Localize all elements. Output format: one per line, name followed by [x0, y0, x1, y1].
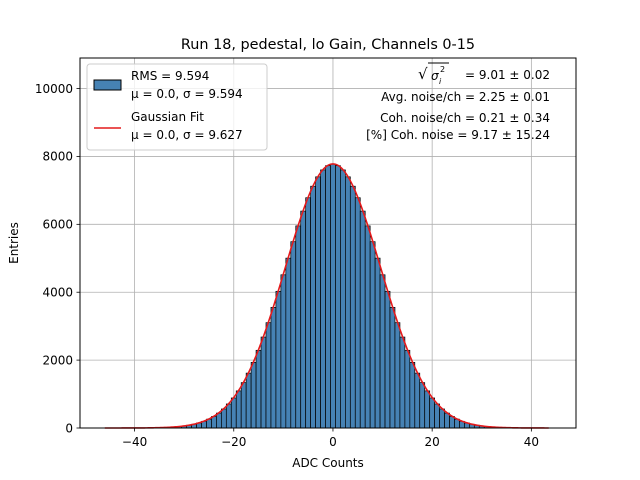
histogram-bar [290, 241, 297, 429]
y-axis-ticks: 0 2000 4000 6000 8000 10000 [35, 82, 80, 435]
y-tick-label: 2000 [42, 353, 73, 367]
y-tick-label: 4000 [42, 286, 73, 300]
histogram-bar [245, 372, 252, 429]
histogram-bar [434, 403, 440, 429]
chart-title: Run 18, pedestal, lo Gain, Channels 0-15 [181, 37, 475, 53]
legend-histogram-label: RMS = 9.594 [131, 69, 209, 83]
histogram-bar [325, 165, 331, 429]
y-tick-label: 10000 [35, 82, 73, 96]
legend: RMS = 9.594 μ = 0.0, σ = 9.594 Gaussian … [86, 63, 268, 151]
sigma-i-squared: σ [431, 69, 439, 83]
x-tick-label: 40 [524, 435, 539, 449]
histogram-bar [310, 185, 316, 429]
y-tick-label: 6000 [42, 218, 73, 232]
histogram-bar [295, 225, 302, 429]
avg-noise-annotation: Avg. noise/ch = 2.25 ± 0.01 [381, 90, 550, 104]
sqrt-radical: √ [418, 65, 428, 83]
histogram-bar [409, 361, 416, 429]
histogram-bar [275, 290, 282, 429]
histogram-bar [305, 197, 311, 429]
histogram-bar [335, 165, 341, 429]
x-tick-label: 20 [425, 435, 440, 449]
histogram-bars [106, 163, 550, 429]
histogram-bar [414, 372, 421, 429]
sigma-superscript-2: 2 [440, 65, 445, 74]
histogram-bar [221, 408, 227, 429]
noise-annotations: √ σ i 2 = 9.01 ± 0.02 Avg. noise/ch = 2.… [366, 62, 550, 142]
histogram-bar [250, 361, 257, 429]
y-tick-label: 8000 [42, 150, 73, 164]
legend-frame [86, 63, 268, 151]
legend-histogram-swatch [93, 79, 122, 91]
histogram-bar [424, 390, 431, 429]
histogram-bar [439, 408, 445, 429]
sigma-subscript-i: i [439, 77, 442, 86]
histogram-bar [285, 257, 292, 429]
histogram-bar [280, 274, 287, 429]
gaussian-fit-curve [104, 163, 549, 429]
histogram-bar [349, 185, 356, 429]
histogram-bar [354, 197, 361, 429]
x-axis-label: ADC Counts [292, 456, 364, 470]
y-tick-label: 0 [65, 421, 73, 435]
histogram-bar [444, 412, 450, 429]
histogram-bar [399, 336, 406, 429]
histogram-bar [265, 322, 272, 429]
histogram-bar [235, 390, 242, 429]
histogram-bar [364, 225, 371, 429]
coh-noise-annotation: Coh. noise/ch = 0.21 ± 0.34 [380, 111, 550, 125]
legend-fit-label: Gaussian Fit [131, 110, 204, 124]
histogram-bar [315, 176, 321, 429]
histogram-bar [225, 403, 232, 429]
histogram-bar [429, 397, 435, 429]
histogram-bar [419, 382, 426, 429]
histogram-bar [345, 176, 351, 429]
histogram-bar [384, 290, 391, 429]
x-tick-label: −20 [221, 435, 246, 449]
histogram-bar [374, 257, 381, 429]
total-noise-formula: √ σ i 2 [418, 62, 449, 86]
histogram-bar [300, 210, 307, 429]
histogram-bar [449, 416, 455, 429]
histogram-bar [330, 163, 336, 429]
total-noise-value: = 9.01 ± 0.02 [465, 68, 550, 82]
histogram-bar [211, 416, 217, 429]
histogram-bar [230, 397, 237, 429]
x-tick-label: 0 [329, 435, 337, 449]
y-axis-label: Entries [7, 222, 21, 264]
histogram-bar [255, 349, 262, 429]
x-tick-label: −40 [122, 435, 147, 449]
plot-frame [79, 57, 577, 429]
histogram-bar [270, 307, 277, 429]
histogram-bar [320, 169, 326, 429]
histogram-bar [240, 382, 247, 429]
histogram-bar [216, 412, 222, 429]
histogram-bar [359, 210, 366, 429]
histogram-bar [379, 274, 386, 429]
legend-histogram-stats: μ = 0.0, σ = 9.594 [131, 87, 243, 101]
histogram-bar [394, 322, 401, 429]
histogram-bar [260, 336, 267, 429]
histogram-bar [389, 307, 396, 429]
histogram-bar [340, 169, 346, 429]
pct-coh-noise-annotation: [%] Coh. noise = 9.17 ± 15.24 [366, 128, 550, 142]
x-axis-ticks: −40 −20 0 20 40 [122, 428, 539, 449]
histogram-bar [369, 241, 376, 429]
histogram-bar [404, 349, 411, 429]
legend-fit-stats: μ = 0.0, σ = 9.627 [131, 128, 243, 142]
